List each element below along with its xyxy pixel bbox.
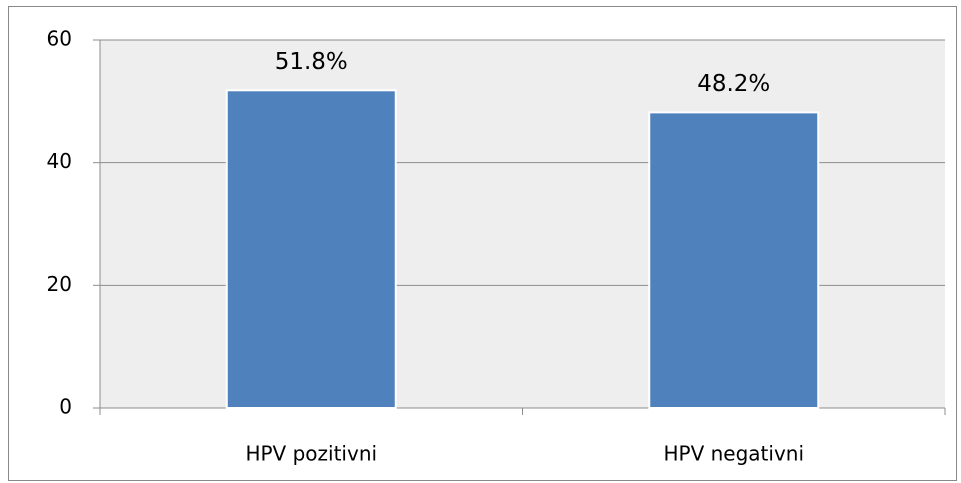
x-tick-label: HPV negativni bbox=[663, 442, 804, 466]
y-tick-label: 40 bbox=[47, 149, 72, 173]
y-tick-label: 0 bbox=[59, 395, 72, 419]
x-tick-label: HPV pozitivni bbox=[245, 442, 377, 466]
y-tick-label: 60 bbox=[47, 27, 72, 51]
value-label: 51.8% bbox=[275, 49, 348, 75]
bar bbox=[648, 111, 820, 410]
value-label: 48.2% bbox=[697, 71, 770, 97]
y-tick-label: 20 bbox=[47, 272, 72, 296]
bar bbox=[225, 89, 397, 409]
